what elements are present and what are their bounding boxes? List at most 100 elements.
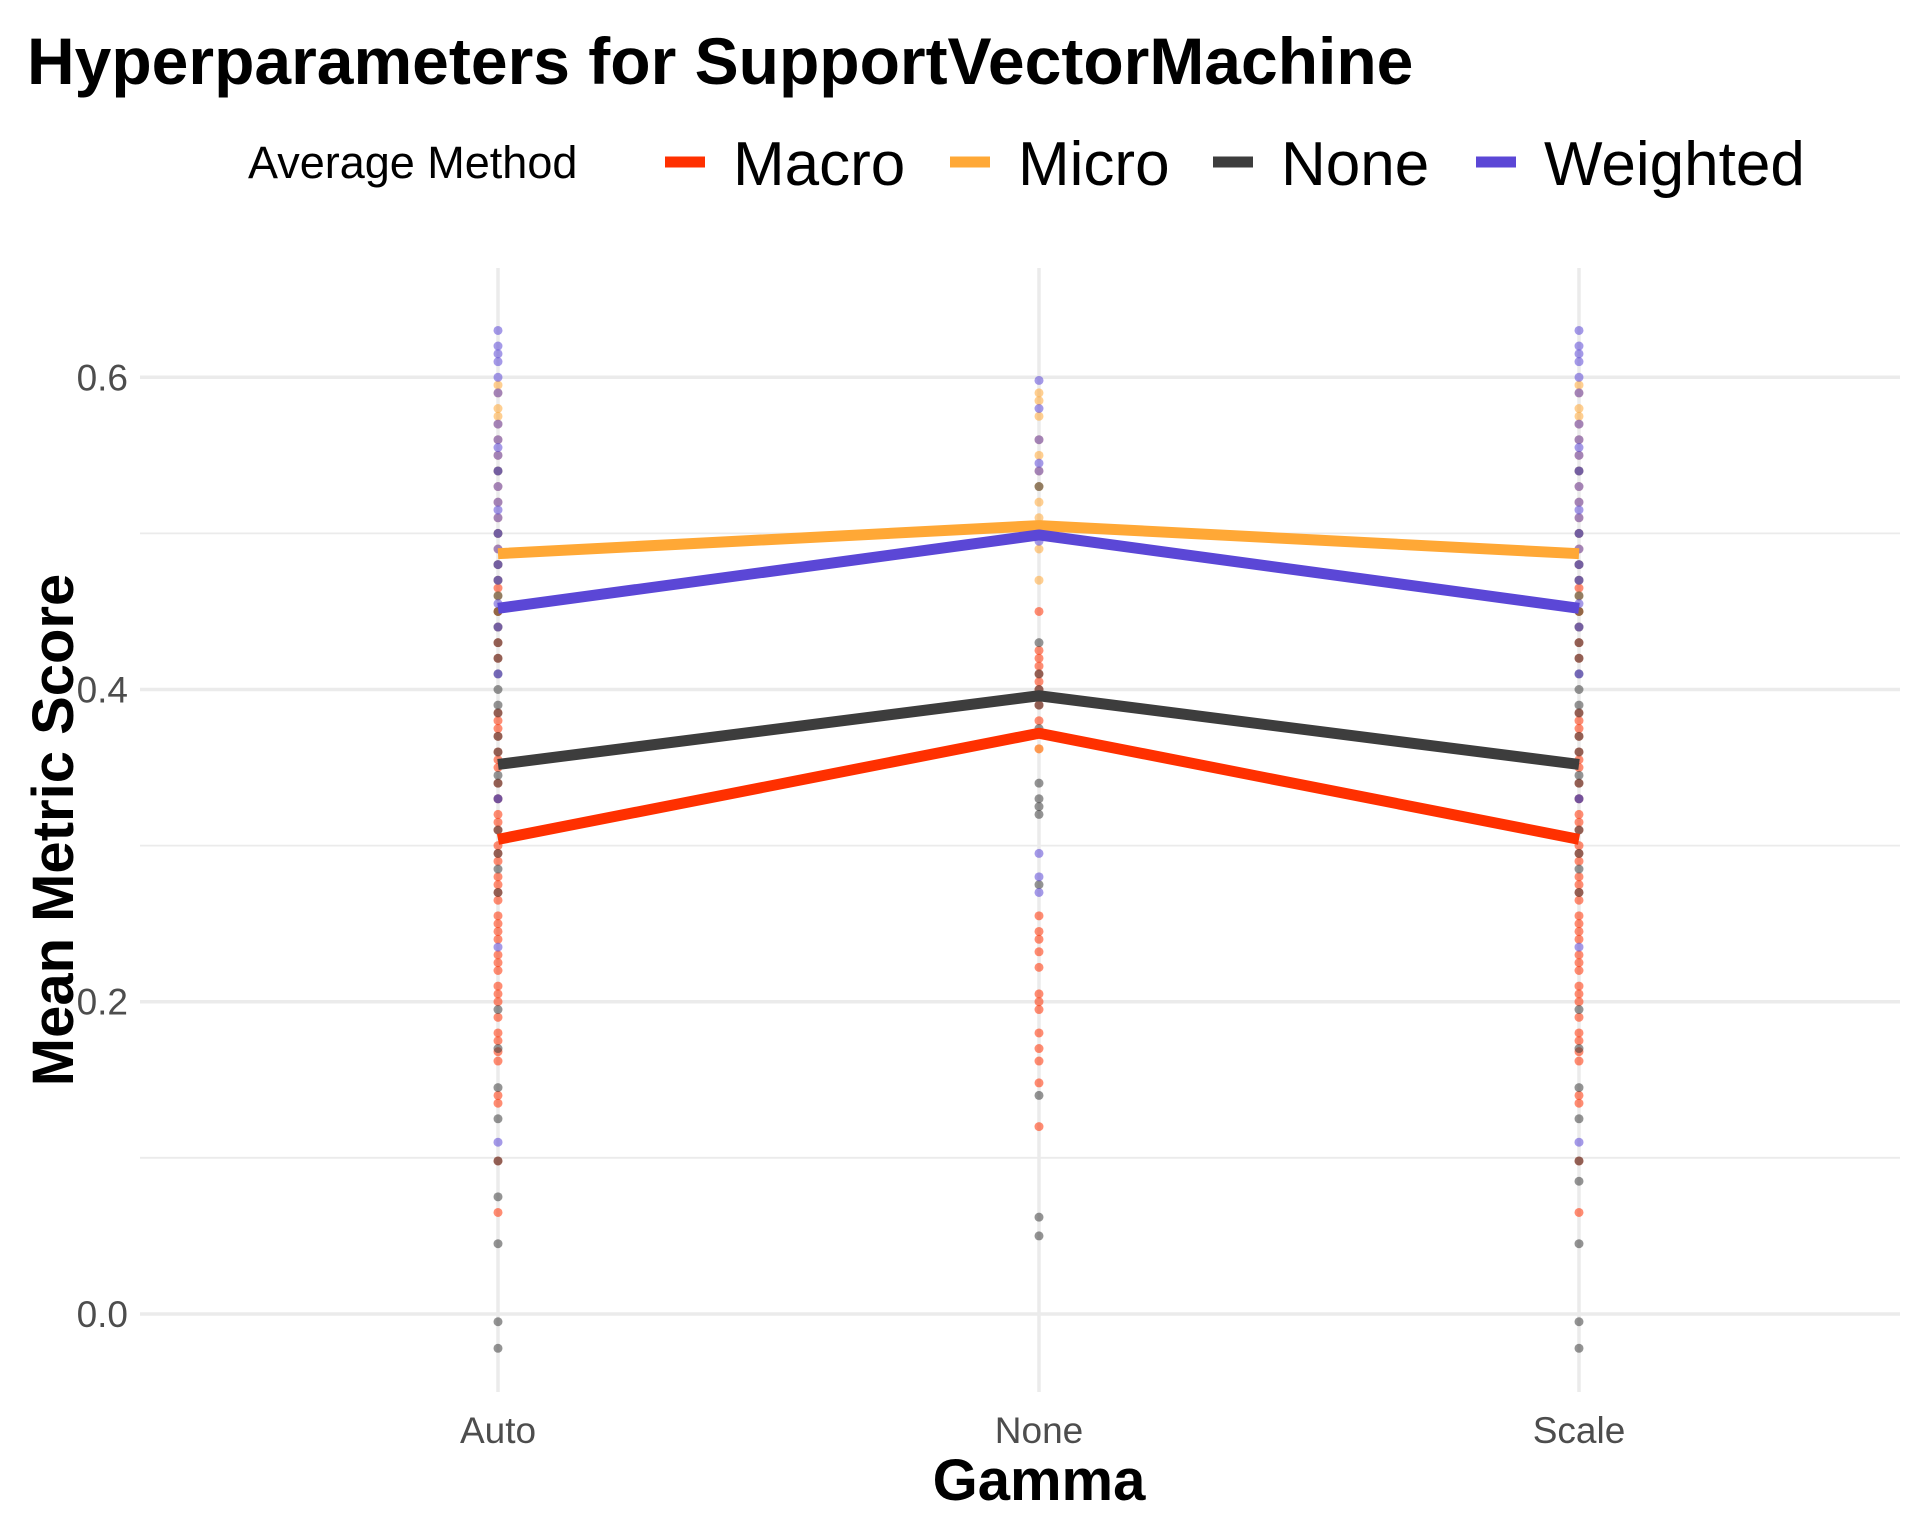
data-point <box>493 669 503 679</box>
data-point <box>1574 864 1584 874</box>
data-point <box>1574 872 1584 882</box>
data-point <box>493 685 503 694</box>
data-point <box>1574 372 1584 382</box>
data-point <box>1574 341 1584 351</box>
data-point <box>1034 375 1044 385</box>
data-point <box>1034 497 1044 507</box>
data-point <box>493 443 503 453</box>
data-point <box>1034 1044 1044 1054</box>
data-point <box>1574 1090 1584 1100</box>
data-point <box>1574 583 1584 593</box>
y-tick-labels: 0.0 0.2 0.4 0.6 <box>77 357 128 1335</box>
data-point <box>1034 575 1044 585</box>
series-line-none <box>497 690 1580 770</box>
data-point <box>1574 817 1584 827</box>
data-point <box>493 1028 503 1038</box>
data-point <box>1574 435 1584 445</box>
data-point <box>1034 802 1044 812</box>
data-point <box>1034 872 1044 882</box>
data-point <box>1574 443 1584 453</box>
data-point <box>1034 911 1044 921</box>
data-point <box>493 895 503 905</box>
data-point <box>1034 638 1044 648</box>
data-point <box>493 989 503 999</box>
data-point <box>1574 895 1584 905</box>
data-point <box>1034 388 1044 398</box>
data-point <box>1034 926 1044 936</box>
data-point <box>1034 411 1044 421</box>
data-point <box>1034 809 1044 819</box>
data-point <box>493 1090 503 1100</box>
data-point <box>493 809 503 819</box>
data-point <box>493 794 503 804</box>
data-point <box>1574 809 1584 819</box>
data-point <box>493 575 503 585</box>
data-point <box>1574 1137 1584 1147</box>
data-point <box>1034 1028 1044 1038</box>
data-point <box>493 919 503 929</box>
data-point <box>1574 981 1584 991</box>
data-point <box>1034 404 1044 413</box>
data-point <box>1574 825 1584 835</box>
data-point <box>1574 724 1584 734</box>
data-point <box>1574 357 1584 367</box>
data-point <box>1034 396 1044 406</box>
data-point <box>493 482 503 492</box>
legend-label-micro: Micro <box>1018 130 1170 199</box>
data-point <box>493 513 503 523</box>
data-point <box>493 880 503 890</box>
data-point <box>1034 989 1044 999</box>
data-point <box>1574 1176 1584 1186</box>
data-point <box>1034 1090 1044 1100</box>
data-point <box>493 1036 503 1046</box>
data-point <box>1574 731 1584 741</box>
data-point <box>493 747 503 757</box>
data-point <box>493 1012 503 1022</box>
data-point <box>1574 934 1584 944</box>
data-point <box>493 560 503 570</box>
data-point <box>1574 794 1584 804</box>
data-point <box>1034 848 1044 858</box>
data-point <box>1574 1239 1584 1249</box>
data-point <box>493 934 503 944</box>
data-point <box>493 638 503 648</box>
data-point <box>1574 482 1584 492</box>
data-point <box>493 942 503 952</box>
data-point <box>493 1137 503 1147</box>
data-point <box>493 856 503 866</box>
data-point <box>493 770 503 780</box>
data-point <box>493 778 503 788</box>
data-point <box>1574 1156 1584 1166</box>
data-point <box>1034 466 1044 476</box>
data-point <box>1574 997 1584 1007</box>
data-point <box>1034 1078 1044 1088</box>
series-lines <box>496 520 1581 845</box>
data-point <box>493 700 503 710</box>
data-point <box>493 372 503 382</box>
data-point <box>493 966 503 975</box>
data-point <box>1574 911 1584 921</box>
chart-title: Hyperparameters for SupportVectorMachine <box>27 24 1413 98</box>
data-point <box>1034 1212 1044 1222</box>
data-point <box>1034 435 1044 445</box>
data-point <box>493 1083 503 1093</box>
data-point <box>493 1207 503 1217</box>
data-point <box>1574 747 1584 757</box>
data-point <box>1034 653 1044 663</box>
data-point <box>1034 458 1044 468</box>
legend-label-macro: Macro <box>733 130 905 199</box>
data-point <box>1034 934 1044 944</box>
data-point <box>1574 1044 1584 1054</box>
data-point <box>1574 528 1584 538</box>
data-point <box>493 404 503 413</box>
data-point <box>1574 325 1584 335</box>
data-point <box>493 419 503 429</box>
data-point <box>493 1005 503 1015</box>
data-point <box>1034 1231 1044 1241</box>
data-point <box>1574 638 1584 648</box>
data-point <box>1574 1036 1584 1046</box>
data-point <box>1034 716 1044 726</box>
data-point <box>1034 880 1044 890</box>
data-point <box>493 380 503 390</box>
data-point <box>493 622 503 632</box>
